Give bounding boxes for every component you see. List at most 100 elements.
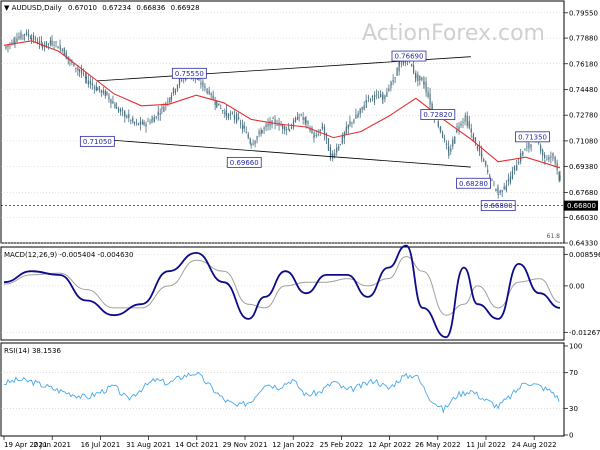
candle-body [544,154,546,159]
candle-body [452,139,454,147]
candle-body [280,124,282,126]
candle-body [65,52,67,59]
candle-body [85,77,87,79]
candle-body [374,94,376,97]
candle-body [361,106,363,110]
candle-body [412,64,415,74]
price-tick-label: 0.71080 [569,137,598,145]
candle-body [474,137,477,143]
price-label-text: 0.71350 [518,133,547,141]
price-label-text: 0.75550 [175,70,204,78]
candle-body [75,67,77,69]
candle-body [495,188,497,192]
price-label-text: 0.66800 [484,202,513,210]
candle-body [530,146,532,148]
candle-body [153,117,155,123]
candle-body [390,82,392,85]
candle-body [25,32,28,35]
candle-body [456,130,458,133]
candle-body [353,119,355,123]
candle-body [224,112,226,114]
candle-body [141,121,143,125]
candle-body [128,114,130,118]
candle-body [288,127,290,129]
candle-body [305,119,307,123]
date-tick-label: 31 Aug 2021 [126,441,171,449]
candle-body [503,186,505,190]
price-header: ▼ AUDUSD,Daily 0.67010 0.67234 0.66836 0… [4,4,200,12]
candle-body [91,83,93,86]
candle-body [249,138,251,144]
candle-body [137,123,140,125]
price-label-text: 0.71050 [83,138,112,146]
candle-body [29,38,32,39]
candle-body [181,80,183,82]
candle-body [260,132,262,134]
candle-body [472,136,475,142]
candle-body [499,190,501,193]
date-tick-label: 25 Feb 2022 [320,441,364,449]
candle-body [376,94,378,96]
candle-body [95,85,97,91]
candle-body [243,125,245,129]
candle-body [458,126,460,130]
date-tick-label: 12 Jan 2022 [272,441,314,449]
candle-body [410,64,413,67]
candle-body [468,121,470,128]
price-tick-label: 0.64330 [569,240,598,248]
candle-body [464,115,466,118]
candle-body [351,122,353,124]
candle-body [334,153,336,156]
macd-grid [1,254,564,333]
candle-body [487,170,489,172]
candle-body [252,143,254,145]
candle-body [284,125,286,131]
candle-body [396,67,398,76]
candle-body [478,144,481,152]
price-tick-label: 0.69380 [569,163,598,171]
candle-body [282,124,284,130]
candle-body [491,179,493,181]
candle-body [108,95,110,100]
candle-body [41,44,44,49]
rsi-line-path [3,371,560,414]
candle-body [419,75,421,81]
price-moving-average [3,40,561,169]
candle-body [382,93,384,99]
candle-body [132,117,134,122]
watermark: ActionForex.com [362,21,545,46]
candle-body [290,127,293,130]
candle-body [167,101,169,103]
price-label-box [79,135,115,147]
candle-body [304,117,306,121]
candle-body [265,124,267,128]
candle-body [169,97,171,103]
candle-body [112,101,114,104]
candle-body [315,134,317,136]
date-tick-label: 11 Jul 2022 [466,441,506,449]
candle-body [20,32,22,39]
candle-body [59,46,61,50]
candle-body [89,80,91,85]
candle-body [210,93,212,96]
header-symbol: AUDUSD,Daily [12,4,62,12]
candle-body [216,101,218,108]
candle-body [507,178,510,182]
candle-body [514,169,516,171]
candle-body [100,90,102,93]
candle-body [336,147,338,153]
candle-body [332,153,334,159]
candle-body [415,75,417,78]
candle-body [5,46,7,49]
candle-body [417,74,419,81]
candle-body [174,89,177,93]
candle-body [23,34,26,36]
candle-body [286,129,288,130]
candle-body [421,77,423,80]
candle-body [309,128,311,131]
candle-body [450,148,452,152]
candle-body [429,93,431,105]
candle-body [77,67,79,71]
header-low: 0.66836 [136,4,165,12]
candle-body [269,121,271,126]
